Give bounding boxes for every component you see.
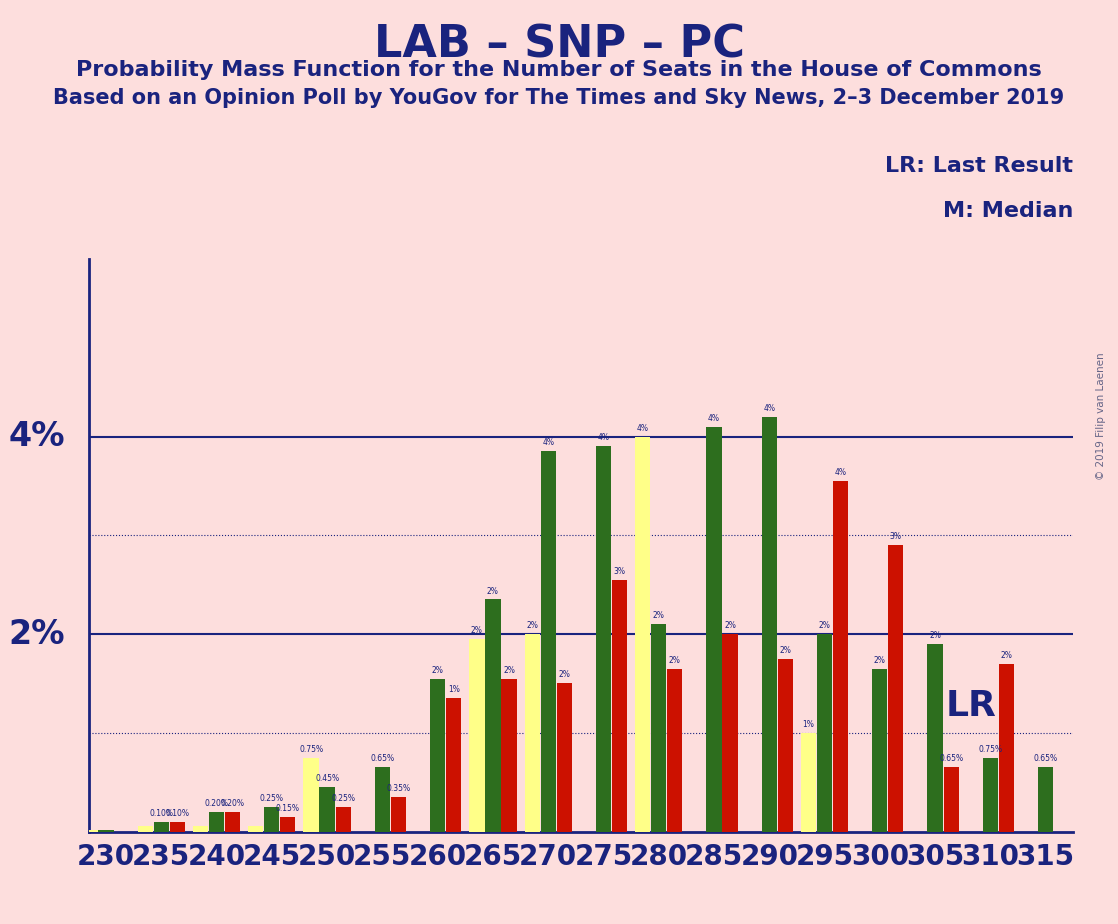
Bar (707, 427, 721, 832)
Text: LR: LR (946, 688, 996, 723)
Text: 1%: 1% (447, 686, 459, 694)
Bar (225, 812, 240, 832)
Bar (888, 545, 903, 832)
Text: 2%: 2% (874, 656, 885, 664)
Bar (944, 768, 959, 832)
Bar (281, 817, 295, 832)
Text: 3%: 3% (614, 566, 625, 576)
Text: 4%: 4% (542, 438, 555, 447)
Bar (722, 634, 738, 832)
Bar (635, 436, 651, 832)
Bar (651, 625, 666, 832)
Bar (335, 807, 351, 832)
Text: 2%: 2% (8, 617, 65, 650)
Bar (193, 826, 208, 832)
Bar (153, 821, 169, 832)
Text: Probability Mass Function for the Number of Seats in the House of Commons: Probability Mass Function for the Number… (76, 60, 1042, 80)
Text: 2%: 2% (818, 621, 831, 630)
Bar (541, 451, 556, 832)
Text: 4%: 4% (597, 433, 609, 443)
Bar (170, 821, 184, 832)
Bar (596, 446, 612, 832)
Text: 2%: 2% (432, 665, 444, 675)
Bar (98, 830, 114, 832)
Bar (209, 812, 225, 832)
Bar (375, 768, 390, 832)
Bar (872, 669, 888, 832)
Bar (391, 797, 406, 832)
Bar (557, 684, 571, 832)
Text: 3%: 3% (890, 532, 902, 541)
Text: 1%: 1% (803, 720, 815, 729)
Text: 4%: 4% (764, 404, 775, 413)
Text: 2%: 2% (487, 587, 499, 596)
Bar (983, 758, 998, 832)
Text: 2%: 2% (779, 646, 792, 655)
Text: 2%: 2% (503, 665, 515, 675)
Text: 0.65%: 0.65% (939, 755, 964, 763)
Bar (778, 659, 793, 832)
Text: 0.75%: 0.75% (299, 745, 323, 754)
Text: LAB – SNP – PC: LAB – SNP – PC (373, 23, 745, 67)
Bar (470, 639, 484, 832)
Text: 0.35%: 0.35% (387, 784, 410, 793)
Bar (761, 417, 777, 832)
Bar (320, 787, 334, 832)
Bar (430, 678, 445, 832)
Text: 0.10%: 0.10% (150, 808, 173, 818)
Bar (800, 733, 816, 832)
Bar (485, 600, 501, 832)
Text: 4%: 4% (708, 414, 720, 422)
Text: 0.20%: 0.20% (220, 799, 245, 808)
Bar (446, 699, 462, 832)
Bar (264, 807, 280, 832)
Text: 0.10%: 0.10% (165, 808, 189, 818)
Text: 2%: 2% (471, 626, 483, 635)
Bar (524, 634, 540, 832)
Bar (817, 634, 832, 832)
Text: 2%: 2% (1001, 650, 1012, 660)
Bar (833, 481, 849, 832)
Text: 2%: 2% (558, 671, 570, 679)
Bar (1038, 768, 1053, 832)
Bar (138, 826, 153, 832)
Text: 0.45%: 0.45% (315, 774, 339, 784)
Text: LR: Last Result: LR: Last Result (885, 155, 1073, 176)
Text: Based on an Opinion Poll by YouGov for The Times and Sky News, 2–3 December 2019: Based on an Opinion Poll by YouGov for T… (54, 88, 1064, 108)
Bar (248, 826, 264, 832)
Text: © 2019 Filip van Laenen: © 2019 Filip van Laenen (1097, 352, 1106, 480)
Text: 4%: 4% (8, 420, 65, 453)
Text: 0.15%: 0.15% (276, 804, 300, 813)
Text: 2%: 2% (929, 631, 941, 640)
Text: 0.65%: 0.65% (1033, 755, 1058, 763)
Text: 4%: 4% (834, 468, 846, 477)
Bar (303, 758, 319, 832)
Text: M: Median: M: Median (942, 201, 1073, 222)
Text: 2%: 2% (669, 656, 681, 664)
Bar (998, 663, 1014, 832)
Text: 2%: 2% (724, 621, 736, 630)
Bar (667, 669, 682, 832)
Bar (83, 830, 97, 832)
Text: 4%: 4% (637, 423, 648, 432)
Text: 0.65%: 0.65% (370, 755, 395, 763)
Text: 0.75%: 0.75% (978, 745, 1003, 754)
Text: 2%: 2% (653, 612, 665, 620)
Bar (612, 579, 627, 832)
Text: 2%: 2% (527, 621, 538, 630)
Text: 0.20%: 0.20% (205, 799, 228, 808)
Text: 0.25%: 0.25% (331, 794, 356, 803)
Bar (501, 678, 517, 832)
Text: 0.25%: 0.25% (259, 794, 284, 803)
Bar (928, 644, 942, 832)
